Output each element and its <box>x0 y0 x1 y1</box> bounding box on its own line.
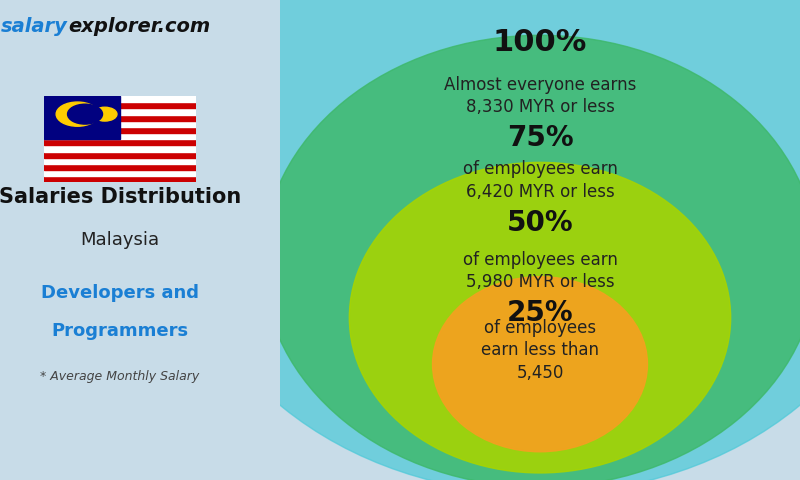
Bar <box>44 108 196 115</box>
Text: of employees earn: of employees earn <box>462 251 618 269</box>
Text: earn less than: earn less than <box>481 341 599 359</box>
Bar <box>44 133 196 139</box>
Text: 5,450: 5,450 <box>516 364 564 382</box>
Circle shape <box>262 36 800 480</box>
Text: 50%: 50% <box>506 209 574 237</box>
Circle shape <box>350 162 730 473</box>
Text: 75%: 75% <box>506 124 574 152</box>
Bar <box>44 158 196 164</box>
Text: Almost everyone earns: Almost everyone earns <box>444 76 636 94</box>
Bar <box>44 120 196 127</box>
Circle shape <box>93 107 117 121</box>
Text: Programmers: Programmers <box>51 322 189 340</box>
Circle shape <box>56 102 98 126</box>
Bar <box>44 152 196 158</box>
Bar <box>44 115 196 120</box>
Bar <box>44 96 120 139</box>
Bar <box>44 102 196 108</box>
Text: explorer.com: explorer.com <box>68 17 210 36</box>
Text: of employees: of employees <box>484 319 596 336</box>
Text: 100%: 100% <box>493 28 587 57</box>
Bar <box>44 176 196 182</box>
Text: Salaries Distribution: Salaries Distribution <box>0 187 241 207</box>
Text: 6,420 MYR or less: 6,420 MYR or less <box>466 183 614 201</box>
Bar <box>44 164 196 170</box>
Text: 8,330 MYR or less: 8,330 MYR or less <box>466 98 614 116</box>
Bar <box>44 170 196 176</box>
Text: Malaysia: Malaysia <box>81 231 159 249</box>
Circle shape <box>176 0 800 480</box>
Text: of employees earn: of employees earn <box>462 160 618 179</box>
Circle shape <box>433 276 647 452</box>
Text: 25%: 25% <box>506 300 574 327</box>
Bar <box>44 127 196 133</box>
Text: 5,980 MYR or less: 5,980 MYR or less <box>466 273 614 291</box>
Text: * Average Monthly Salary: * Average Monthly Salary <box>40 370 200 384</box>
Bar <box>44 96 196 102</box>
Text: Developers and: Developers and <box>41 284 199 302</box>
Circle shape <box>67 104 102 124</box>
Bar <box>44 145 196 152</box>
Bar <box>44 139 196 145</box>
Text: salary: salary <box>1 17 68 36</box>
